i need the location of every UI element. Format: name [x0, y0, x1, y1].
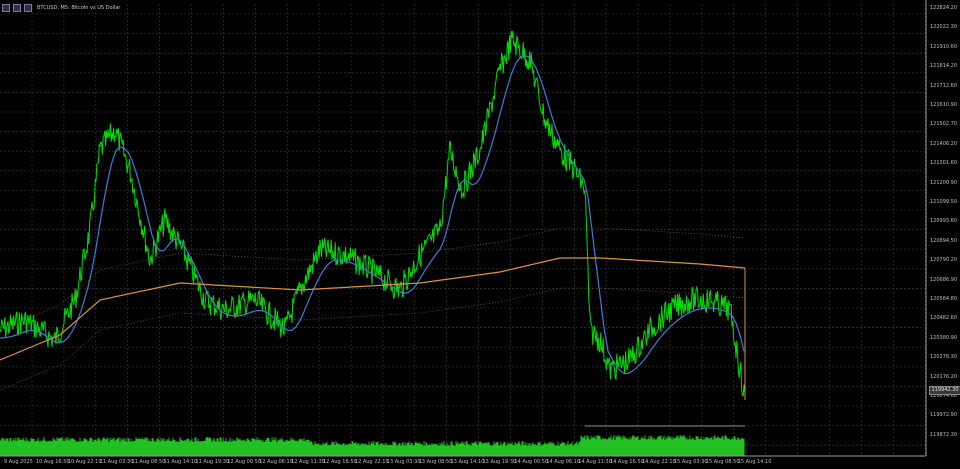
time-tick-label: 14 Aug 22:10 — [642, 459, 676, 465]
volume-histogram — [0, 425, 745, 456]
fast-moving-average-line — [0, 55, 745, 375]
time-tick-label: 14 Aug 06:10 — [546, 459, 581, 465]
chart-title-bar: BTCUSD, M5: Bitcoin vs US Dollar — [2, 2, 120, 13]
time-tick-label: 13 Aug 08:50 — [418, 459, 453, 465]
time-tick-label: 13 Aug 03:30 — [386, 459, 421, 465]
price-tick-label: 119972.90 — [930, 412, 958, 419]
price-tick-label: 122022.30 — [930, 24, 958, 31]
price-tick-label: 120482.60 — [930, 315, 958, 322]
time-tick-label: 11 Aug 08:50 — [131, 459, 166, 465]
price-tick-label: 121200.90 — [930, 179, 958, 186]
price-tick-label: 121712.60 — [930, 82, 958, 89]
price-tick-label: 121610.90 — [930, 102, 958, 108]
time-tick-label: 12 Aug 00:50 — [227, 459, 262, 465]
price-tick-label: 121814.20 — [930, 63, 958, 70]
price-tick-label: 121301.60 — [930, 160, 958, 167]
time-tick-label: 11 Aug 14:10 — [163, 459, 198, 465]
time-tick-label: 15 Aug 03:30 — [673, 459, 708, 465]
chart-axes — [0, 0, 927, 457]
price-tick-label: 120894.50 — [930, 237, 958, 244]
time-tick-label: 10 Aug 16:50 — [35, 459, 70, 465]
close-icon[interactable] — [24, 3, 32, 12]
time-tick-label: 10 Aug 22:10 — [67, 459, 102, 465]
time-tick-label: 13 Aug 19:30 — [482, 459, 517, 465]
chart-grid — [0, 4, 926, 456]
time-tick-label: 11 Aug 19:30 — [195, 459, 230, 465]
current-price-label: 119942.30 — [929, 386, 960, 395]
time-tick-label: 12 Aug 22:10 — [354, 459, 389, 465]
price-tick-label: 119872.30 — [930, 431, 958, 438]
price-tick-label: 121910.60 — [930, 43, 958, 50]
envelope-band-line — [0, 287, 746, 391]
time-tick-label: 9 Aug 2025 — [4, 459, 33, 465]
price-tick-label: 120993.60 — [930, 218, 958, 225]
price-tick-label: 121099.50 — [930, 199, 958, 205]
chart-window-icon[interactable] — [2, 3, 10, 12]
slow-moving-average-line — [0, 257, 746, 361]
price-series — [0, 30, 746, 400]
time-tick-label: 14 Aug 16:50 — [610, 459, 644, 465]
price-line — [0, 30, 746, 397]
price-tick-label: 121406.20 — [930, 140, 958, 147]
time-tick-label: 15 Aug 14:10 — [737, 459, 772, 465]
price-tick-label: 121502.70 — [930, 121, 958, 128]
price-tick-label: 120686.90 — [930, 276, 958, 283]
price-tick-label: 120790.20 — [930, 257, 958, 264]
time-tick-label: 12 Aug 16:50 — [323, 459, 357, 465]
time-tick-label: 12 Aug 11:30 — [291, 459, 325, 465]
minimize-icon[interactable] — [13, 3, 21, 12]
chart-title: BTCUSD, M5: Bitcoin vs US Dollar — [37, 4, 121, 11]
time-tick-label: 12 Aug 06:10 — [259, 459, 293, 465]
price-tick-label: 120074.60 — [930, 393, 958, 399]
price-tick-label: 120176.20 — [930, 373, 958, 380]
time-tick-label: 15 Aug 08:50 — [705, 459, 740, 465]
price-tick-label: 122824.20 — [930, 5, 958, 11]
time-tick-label: 13 Aug 14:10 — [450, 459, 485, 465]
time-tick-label: 14 Aug 11:30 — [578, 459, 612, 465]
time-tick-label: 14 Aug 00:50 — [514, 459, 549, 465]
price-tick-label: 120380.90 — [930, 334, 958, 341]
time-tick-label: 11 Aug 03:30 — [99, 459, 134, 465]
price-tick-label: 120584.80 — [930, 296, 958, 302]
price-tick-label: 120278.30 — [930, 354, 958, 361]
